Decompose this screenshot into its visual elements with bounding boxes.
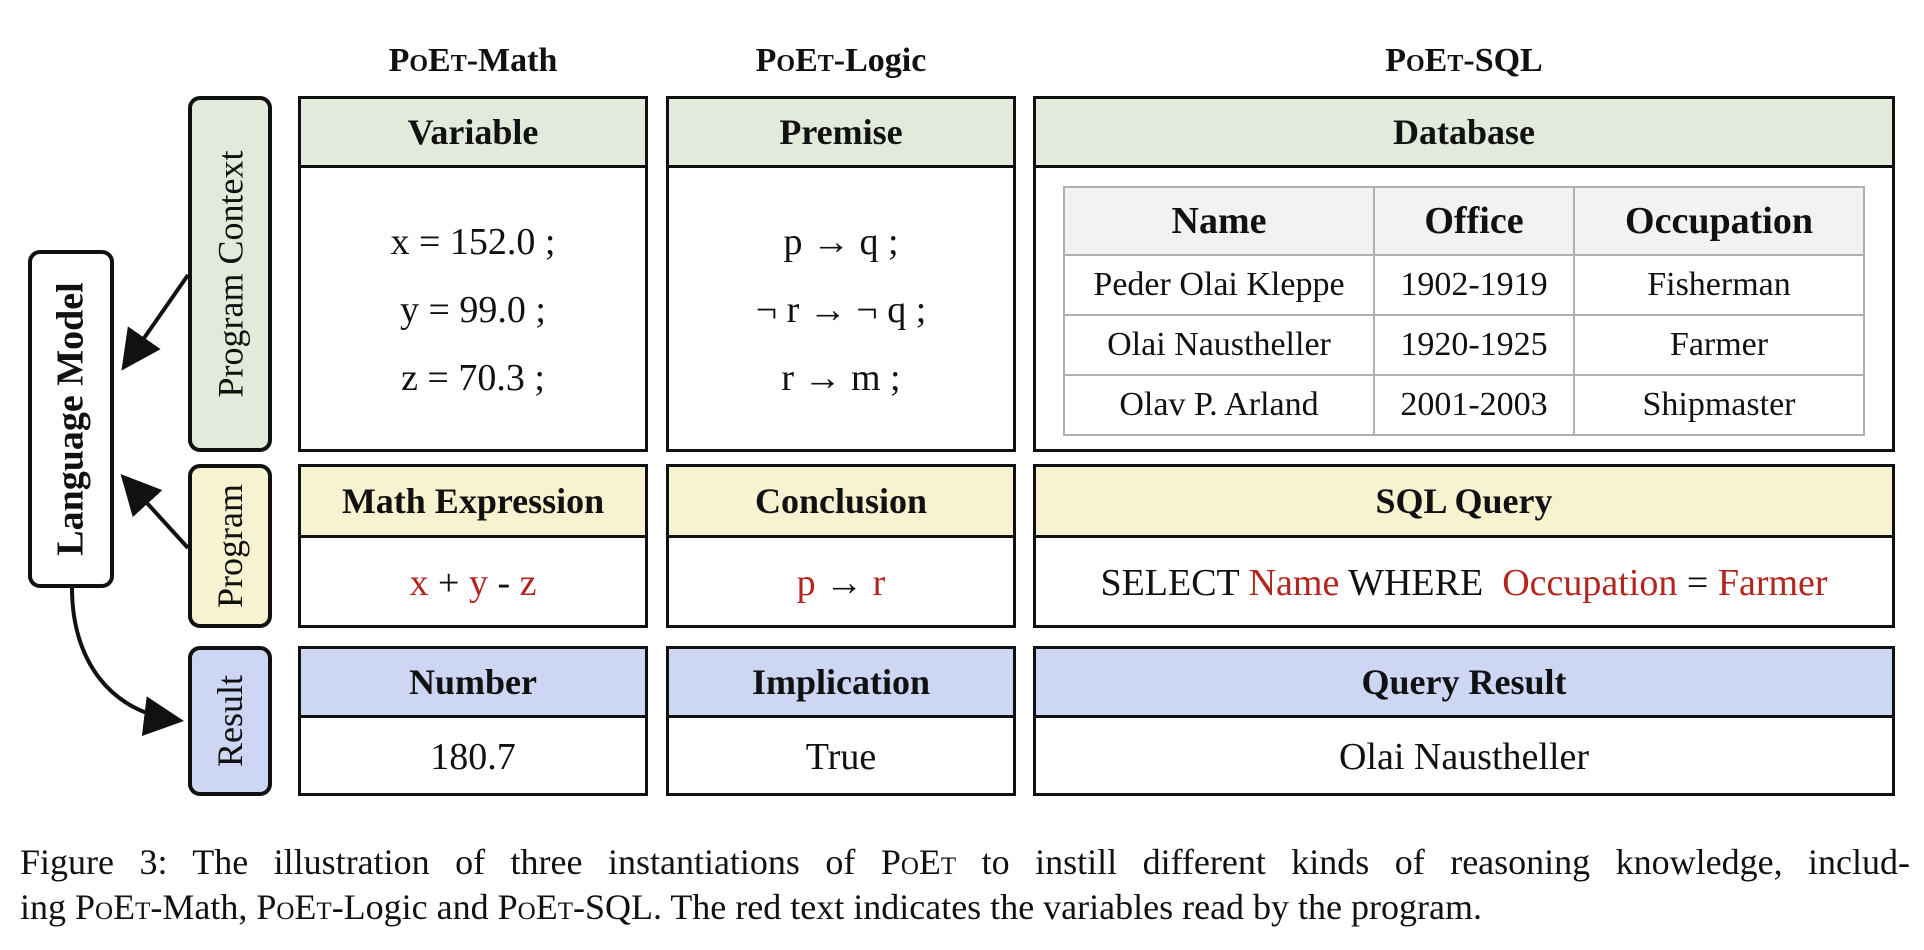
program-variable: Name <box>1248 562 1340 604</box>
program-variable: z <box>519 562 537 604</box>
sql-program-header: SQL Query <box>1036 467 1892 538</box>
sql-query: SELECT Name WHERE Occupation = Farmer <box>1036 538 1892 628</box>
logic-context-box: Premise p → q ; ¬ r → ¬ q ; r → m ; <box>666 96 1016 452</box>
table-header-row: Name Office Occupation <box>1063 186 1865 256</box>
result-label-box: Result <box>188 646 272 796</box>
program-variable: y <box>468 562 488 604</box>
math-result-box: Number 180.7 <box>298 646 648 796</box>
math-column-title: PoEt-Math <box>298 44 648 78</box>
program-variable: Farmer <box>1717 562 1828 604</box>
sql-program-box: SQL Query SELECT Name WHERE Occupation =… <box>1033 464 1895 628</box>
column-header: Occupation <box>1573 186 1865 256</box>
figure-caption: Figure 3: The illustration of three inst… <box>20 840 1910 930</box>
table-cell: Peder Olai Kleppe <box>1063 254 1375 316</box>
premise-line: p → q ; <box>783 221 899 263</box>
logic-result-header: Implication <box>669 649 1013 718</box>
caption-line-2: ing PoEt-Math, PoEt-Logic and PoEt-SQL. … <box>20 887 1482 927</box>
table-cell: Fisherman <box>1573 254 1865 316</box>
logic-program-box: Conclusion p → r <box>666 464 1016 628</box>
program-operator: = <box>1677 562 1718 604</box>
sql-keyword: WHERE <box>1339 562 1503 604</box>
model-to-result-arrow <box>70 587 184 736</box>
math-result-header: Number <box>301 649 645 718</box>
language-model-box: Language Model <box>28 250 114 588</box>
variable-line: x = 152.0 ; <box>390 221 556 263</box>
table-cell: 1920-1925 <box>1373 314 1575 376</box>
variable-line: y = 99.0 ; <box>400 289 546 331</box>
table-cell: Olav P. Arland <box>1063 374 1375 436</box>
logic-program-header: Conclusion <box>669 467 1013 538</box>
math-context-box: Variable x = 152.0 ; y = 99.0 ; z = 70.3… <box>298 96 648 452</box>
table-cell: 2001-2003 <box>1373 374 1575 436</box>
poet-name: PoEt <box>755 42 834 79</box>
table-row: Olai Naustheller 1920-1925 Farmer <box>1063 314 1865 376</box>
context-to-model-arrow <box>121 273 190 371</box>
math-context-header: Variable <box>301 99 645 168</box>
column-header: Office <box>1373 186 1575 256</box>
sql-keyword: SELECT <box>1100 562 1249 604</box>
poet-name: PoEt <box>497 887 573 927</box>
premise-line: ¬ r → ¬ q ; <box>755 289 927 331</box>
logic-premise-list: p → q ; ¬ r → ¬ q ; r → m ; <box>756 220 927 400</box>
math-program-box: Math Expression x + y - z <box>298 464 648 628</box>
program-variable: Occupation <box>1502 562 1678 604</box>
program-operator: - <box>487 562 520 604</box>
sql-column-title: PoEt-SQL <box>1033 44 1895 78</box>
table-cell: 1902-1919 <box>1373 254 1575 316</box>
database-table: Name Office Occupation Peder Olai Kleppe… <box>1063 186 1865 436</box>
logic-column-title: PoEt-Logic <box>666 44 1016 78</box>
program-variable: x <box>409 562 429 604</box>
math-variable-list: x = 152.0 ; y = 99.0 ; z = 70.3 ; <box>391 220 556 400</box>
table-cell: Olai Naustheller <box>1063 314 1375 376</box>
program-variable: p <box>796 562 816 604</box>
title-suffix: -Logic <box>833 42 927 79</box>
table-row: Olav P. Arland 2001-2003 Shipmaster <box>1063 374 1865 436</box>
poet-name: PoEt <box>388 42 467 79</box>
poet-name: PoEt <box>75 887 151 927</box>
table-cell: Farmer <box>1573 314 1865 376</box>
math-program-header: Math Expression <box>301 467 645 538</box>
program-operator: + <box>428 562 469 604</box>
poet-name: PoEt <box>256 887 332 927</box>
column-header: Name <box>1063 186 1375 256</box>
sql-context-header: Database <box>1036 99 1892 168</box>
caption-line-1: Figure 3: The illustration of three inst… <box>20 842 1910 882</box>
sql-result-value: Olai Naustheller <box>1338 736 1590 778</box>
sql-context-box: Database Name Office Occupation Peder Ol… <box>1033 96 1895 452</box>
poet-name: PoEt <box>880 842 957 882</box>
logic-result-box: Implication True <box>666 646 1016 796</box>
sql-result-box: Query Result Olai Naustheller <box>1033 646 1895 796</box>
table-cell: Shipmaster <box>1573 374 1865 436</box>
title-suffix: -Math <box>466 42 558 79</box>
program-variable: r <box>872 562 886 604</box>
program-operator: → <box>815 562 873 604</box>
sql-result-header: Query Result <box>1036 649 1892 718</box>
poet-name: PoEt <box>1385 42 1464 79</box>
title-suffix: -SQL <box>1463 42 1543 79</box>
premise-line: r → m ; <box>781 357 901 399</box>
flow-arrows <box>70 273 190 736</box>
program-to-model-arrow <box>120 474 190 550</box>
math-expression: x + y - z <box>301 538 645 628</box>
program-context-label-box: Program Context <box>188 96 272 452</box>
program-label-box: Program <box>188 464 272 628</box>
variable-line: z = 70.3 ; <box>401 357 545 399</box>
logic-conclusion: p → r <box>669 538 1013 628</box>
math-result-value: 180.7 <box>430 736 516 778</box>
logic-context-header: Premise <box>669 99 1013 168</box>
logic-result-value: True <box>805 736 877 778</box>
table-row: Peder Olai Kleppe 1902-1919 Fisherman <box>1063 254 1865 316</box>
